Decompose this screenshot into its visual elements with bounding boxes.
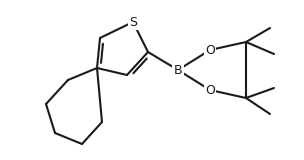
Text: S: S — [129, 16, 137, 28]
Text: O: O — [205, 44, 215, 56]
Text: B: B — [174, 64, 182, 76]
Text: O: O — [205, 84, 215, 96]
